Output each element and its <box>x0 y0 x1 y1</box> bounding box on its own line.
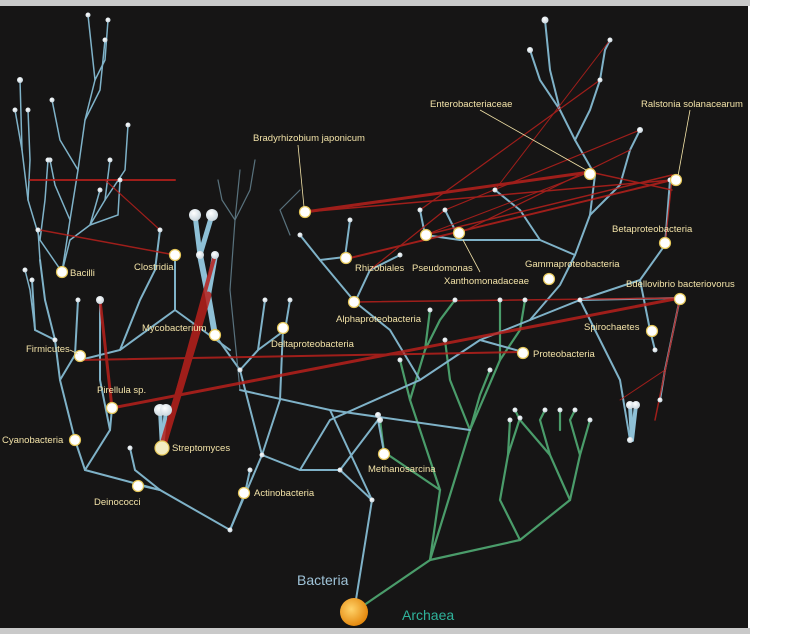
label-bacilli: Bacilli <box>70 268 95 279</box>
bacteria-branches <box>31 19 681 613</box>
archaea-branches <box>352 298 592 614</box>
label-rhizobiales: Rhizobiales <box>355 263 404 274</box>
label-bdellovibrio: Bdellovibrio bacteriovorus <box>626 279 735 290</box>
label-pirellula: Pirellula sp. <box>97 385 146 396</box>
label-deinococci: Deinococci <box>94 497 140 508</box>
label-firmicutes: Firmicutes <box>26 344 70 355</box>
central-faint-subtree <box>217 159 301 391</box>
label-ralstonia: Ralstonia solanacearum <box>641 99 743 110</box>
label-deltaproteobacteria: Deltaproteobacteria <box>271 339 355 350</box>
label-mycobacterium: Mycobacterium <box>142 323 206 334</box>
domain-label-archaea: Archaea <box>402 607 454 623</box>
label-cyanobacteria: Cyanobacteria <box>2 435 64 446</box>
firmicutes-subtree <box>14 14 129 331</box>
label-bradyrhizobium: Bradyrhizobium japonicum <box>253 133 365 144</box>
label-betaproteobacteria: Betaproteobacteria <box>612 224 693 235</box>
label-enterobacteriaceae: Enterobacteriaceae <box>430 99 512 110</box>
label-alphaproteobacteria: Alphaproteobacteria <box>336 314 422 325</box>
label-methanosarcina: Methanosarcina <box>368 464 436 475</box>
label-proteobacteria: Proteobacteria <box>533 349 596 360</box>
domain-label-bacteria: Bacteria <box>297 572 349 588</box>
root-node-group: Bacteria Archaea <box>297 572 454 626</box>
leaf-nodes <box>12 12 673 533</box>
lateral-transfer-links <box>29 39 682 452</box>
top-border <box>0 0 750 6</box>
label-streptomyces: Streptomyces <box>172 443 230 454</box>
label-gammaproteobacteria: Gammaproteobacteria <box>525 259 620 270</box>
label-clostridia: Clostridia <box>134 262 174 273</box>
label-spirochaetes: Spirochaetes <box>584 322 640 333</box>
label-actinobacteria: Actinobacteria <box>254 488 315 499</box>
taxon-labels: Enterobacteriaceae Ralstonia solanacearu… <box>2 99 743 508</box>
label-leader-lines <box>69 109 691 355</box>
root-node <box>340 598 368 626</box>
highlighted-taxon-rings <box>55 167 687 500</box>
label-xanthomonadaceae: Xanthomonadaceae <box>444 276 529 287</box>
label-pseudomonas: Pseudomonas <box>412 263 473 274</box>
bottom-border <box>0 628 750 634</box>
